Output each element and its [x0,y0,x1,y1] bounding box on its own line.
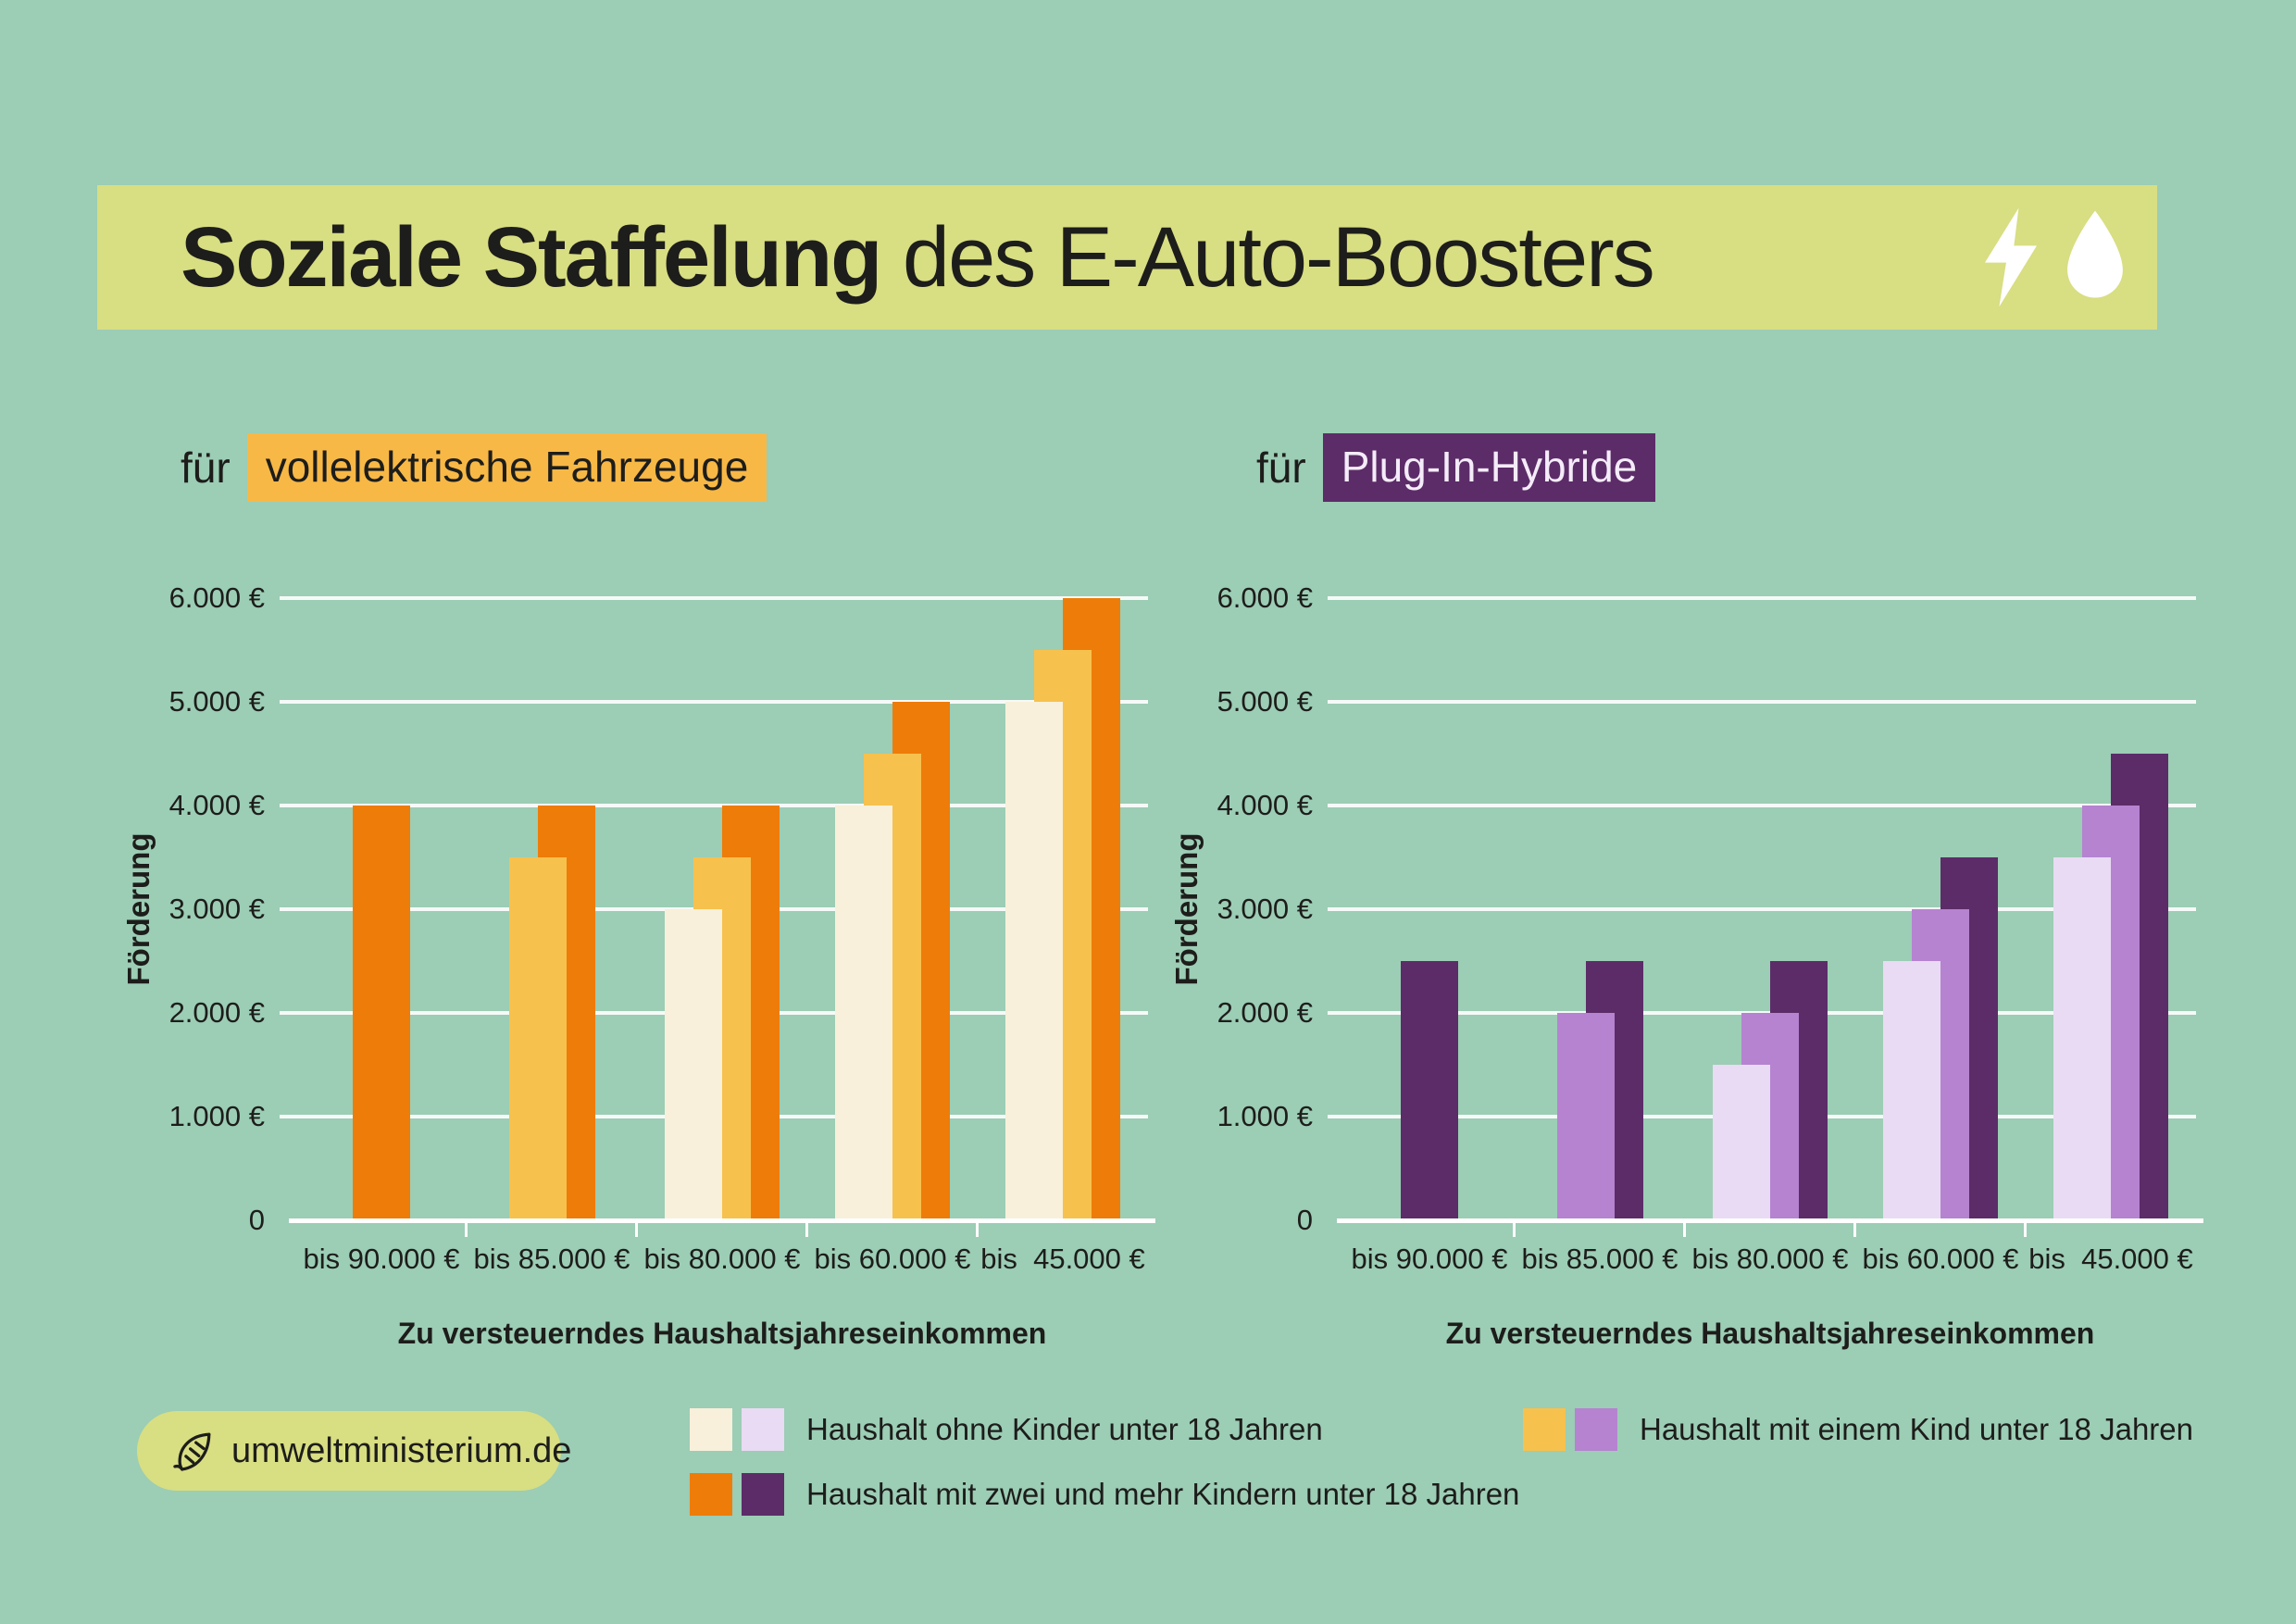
gridline [1328,804,2196,807]
y-tick-label: 4.000 € [1217,789,1313,821]
lightning-bolt-icon [1979,206,2042,309]
chart-ev-subtitle-highlight: vollelektrische Fahrzeuge [246,433,767,502]
water-drop-icon [2059,206,2131,309]
y-tick-label: 5.000 € [168,685,265,718]
x-axis-tick [976,1223,979,1237]
bar [2053,857,2111,1220]
chart-ph-subtitle: für Plug-In-Hybride [1256,433,1656,502]
chart-ph-subtitle-prefix: für [1256,443,1306,492]
legend-swatch-ph-two-plus-children [742,1473,784,1516]
title-icons [1979,206,2131,309]
x-axis-tick [1683,1223,1686,1237]
legend-swatch-ph-no-children [742,1408,784,1451]
x-tick-label: bis 45.000 € [980,1243,1145,1275]
y-tick-label: 0 [248,1204,265,1236]
y-axis-title: Förderung [1169,832,1204,986]
x-tick-label: bis 85.000 € [473,1243,630,1275]
legend-label-one-child: Haushalt mit einem Kind unter 18 Jahren [1640,1412,2193,1446]
chart-ev-subtitle: für vollelektrische Fahrzeuge [181,433,767,502]
leaf-icon [168,1427,217,1475]
x-tick-label: bis 90.000 € [1351,1243,1508,1275]
source-url: umweltministerium.de [231,1430,572,1470]
y-tick-label: 3.000 € [168,893,265,925]
bar [1005,702,1063,1220]
title-band: Soziale Staffelung des E-Auto-Boosters [97,185,2157,330]
bar [1713,1065,1770,1220]
x-axis-tick [1513,1223,1516,1237]
legend-label-two-plus-children: Haushalt mit zwei und mehr Kindern unter… [806,1477,1520,1511]
gridline [280,596,1148,600]
gridline [1328,596,2196,600]
chart-ph-subtitle-highlight: Plug-In-Hybride [1322,433,1656,502]
x-axis-tick [805,1223,808,1237]
bar [1883,961,1940,1220]
y-tick-label: 1.000 € [168,1100,265,1132]
y-tick-label: 2.000 € [1217,996,1313,1029]
bar [1401,961,1458,1220]
x-axis-title: Zu versteuerndes Haushaltsjahreseinkomme… [1445,1317,2095,1350]
x-axis-tick [465,1223,468,1237]
legend-swatch-ev-two-plus-children [690,1473,732,1516]
bar [665,909,722,1220]
gridline [280,700,1148,704]
legend-swatch-ph-one-child [1575,1408,1617,1451]
y-tick-label: 6.000 € [168,581,265,614]
y-tick-label: 4.000 € [168,789,265,821]
y-tick-label: 1.000 € [1217,1100,1313,1132]
legend-swatch-ev-one-child [1523,1408,1566,1451]
x-tick-label: bis 80.000 € [643,1243,801,1275]
x-tick-label: bis 85.000 € [1521,1243,1678,1275]
x-tick-label: bis 90.000 € [303,1243,460,1275]
source-badge: umweltministerium.de [137,1411,571,1491]
x-axis-title: Zu versteuerndes Haushaltsjahreseinkomme… [397,1317,1047,1350]
bar [1556,1013,1615,1220]
x-tick-label: bis 80.000 € [1691,1243,1849,1275]
x-tick-label: bis 60.000 € [1862,1243,2019,1275]
x-axis-line [1337,1218,2203,1223]
page-title: Soziale Staffelung des E-Auto-Boosters [181,209,1655,306]
chart-ev-subtitle-prefix: für [181,443,231,492]
bar [835,806,892,1220]
y-tick-label: 6.000 € [1217,581,1313,614]
x-axis-tick [2024,1223,2027,1237]
y-tick-label: 2.000 € [168,996,265,1029]
legend-swatch-ev-no-children [690,1408,732,1451]
gridline [280,804,1148,807]
y-tick-label: 5.000 € [1217,685,1313,718]
x-axis-tick [1853,1223,1856,1237]
legend-label-no-children: Haushalt ohne Kinder unter 18 Jahren [806,1412,1323,1446]
page-title-bold: Soziale Staffelung [181,209,882,305]
y-axis-title: Förderung [121,832,156,986]
x-axis-line [289,1218,1155,1223]
bar [353,806,410,1220]
y-tick-label: 3.000 € [1217,893,1313,925]
y-tick-label: 0 [1296,1204,1313,1236]
x-axis-tick [635,1223,638,1237]
gridline [1328,907,2196,911]
legend-item-two-plus-children: Haushalt mit zwei und mehr Kindern unter… [690,1473,1519,1516]
gridline [1328,700,2196,704]
legend-item-one-child: Haushalt mit einem Kind unter 18 Jahren [1523,1408,2193,1451]
x-tick-label: bis 60.000 € [814,1243,971,1275]
bar [508,857,567,1220]
page-title-regular: des E-Auto-Boosters [880,209,1655,305]
legend-item-no-children: Haushalt ohne Kinder unter 18 Jahren [690,1408,1323,1451]
x-tick-label: bis 45.000 € [2028,1243,2193,1275]
